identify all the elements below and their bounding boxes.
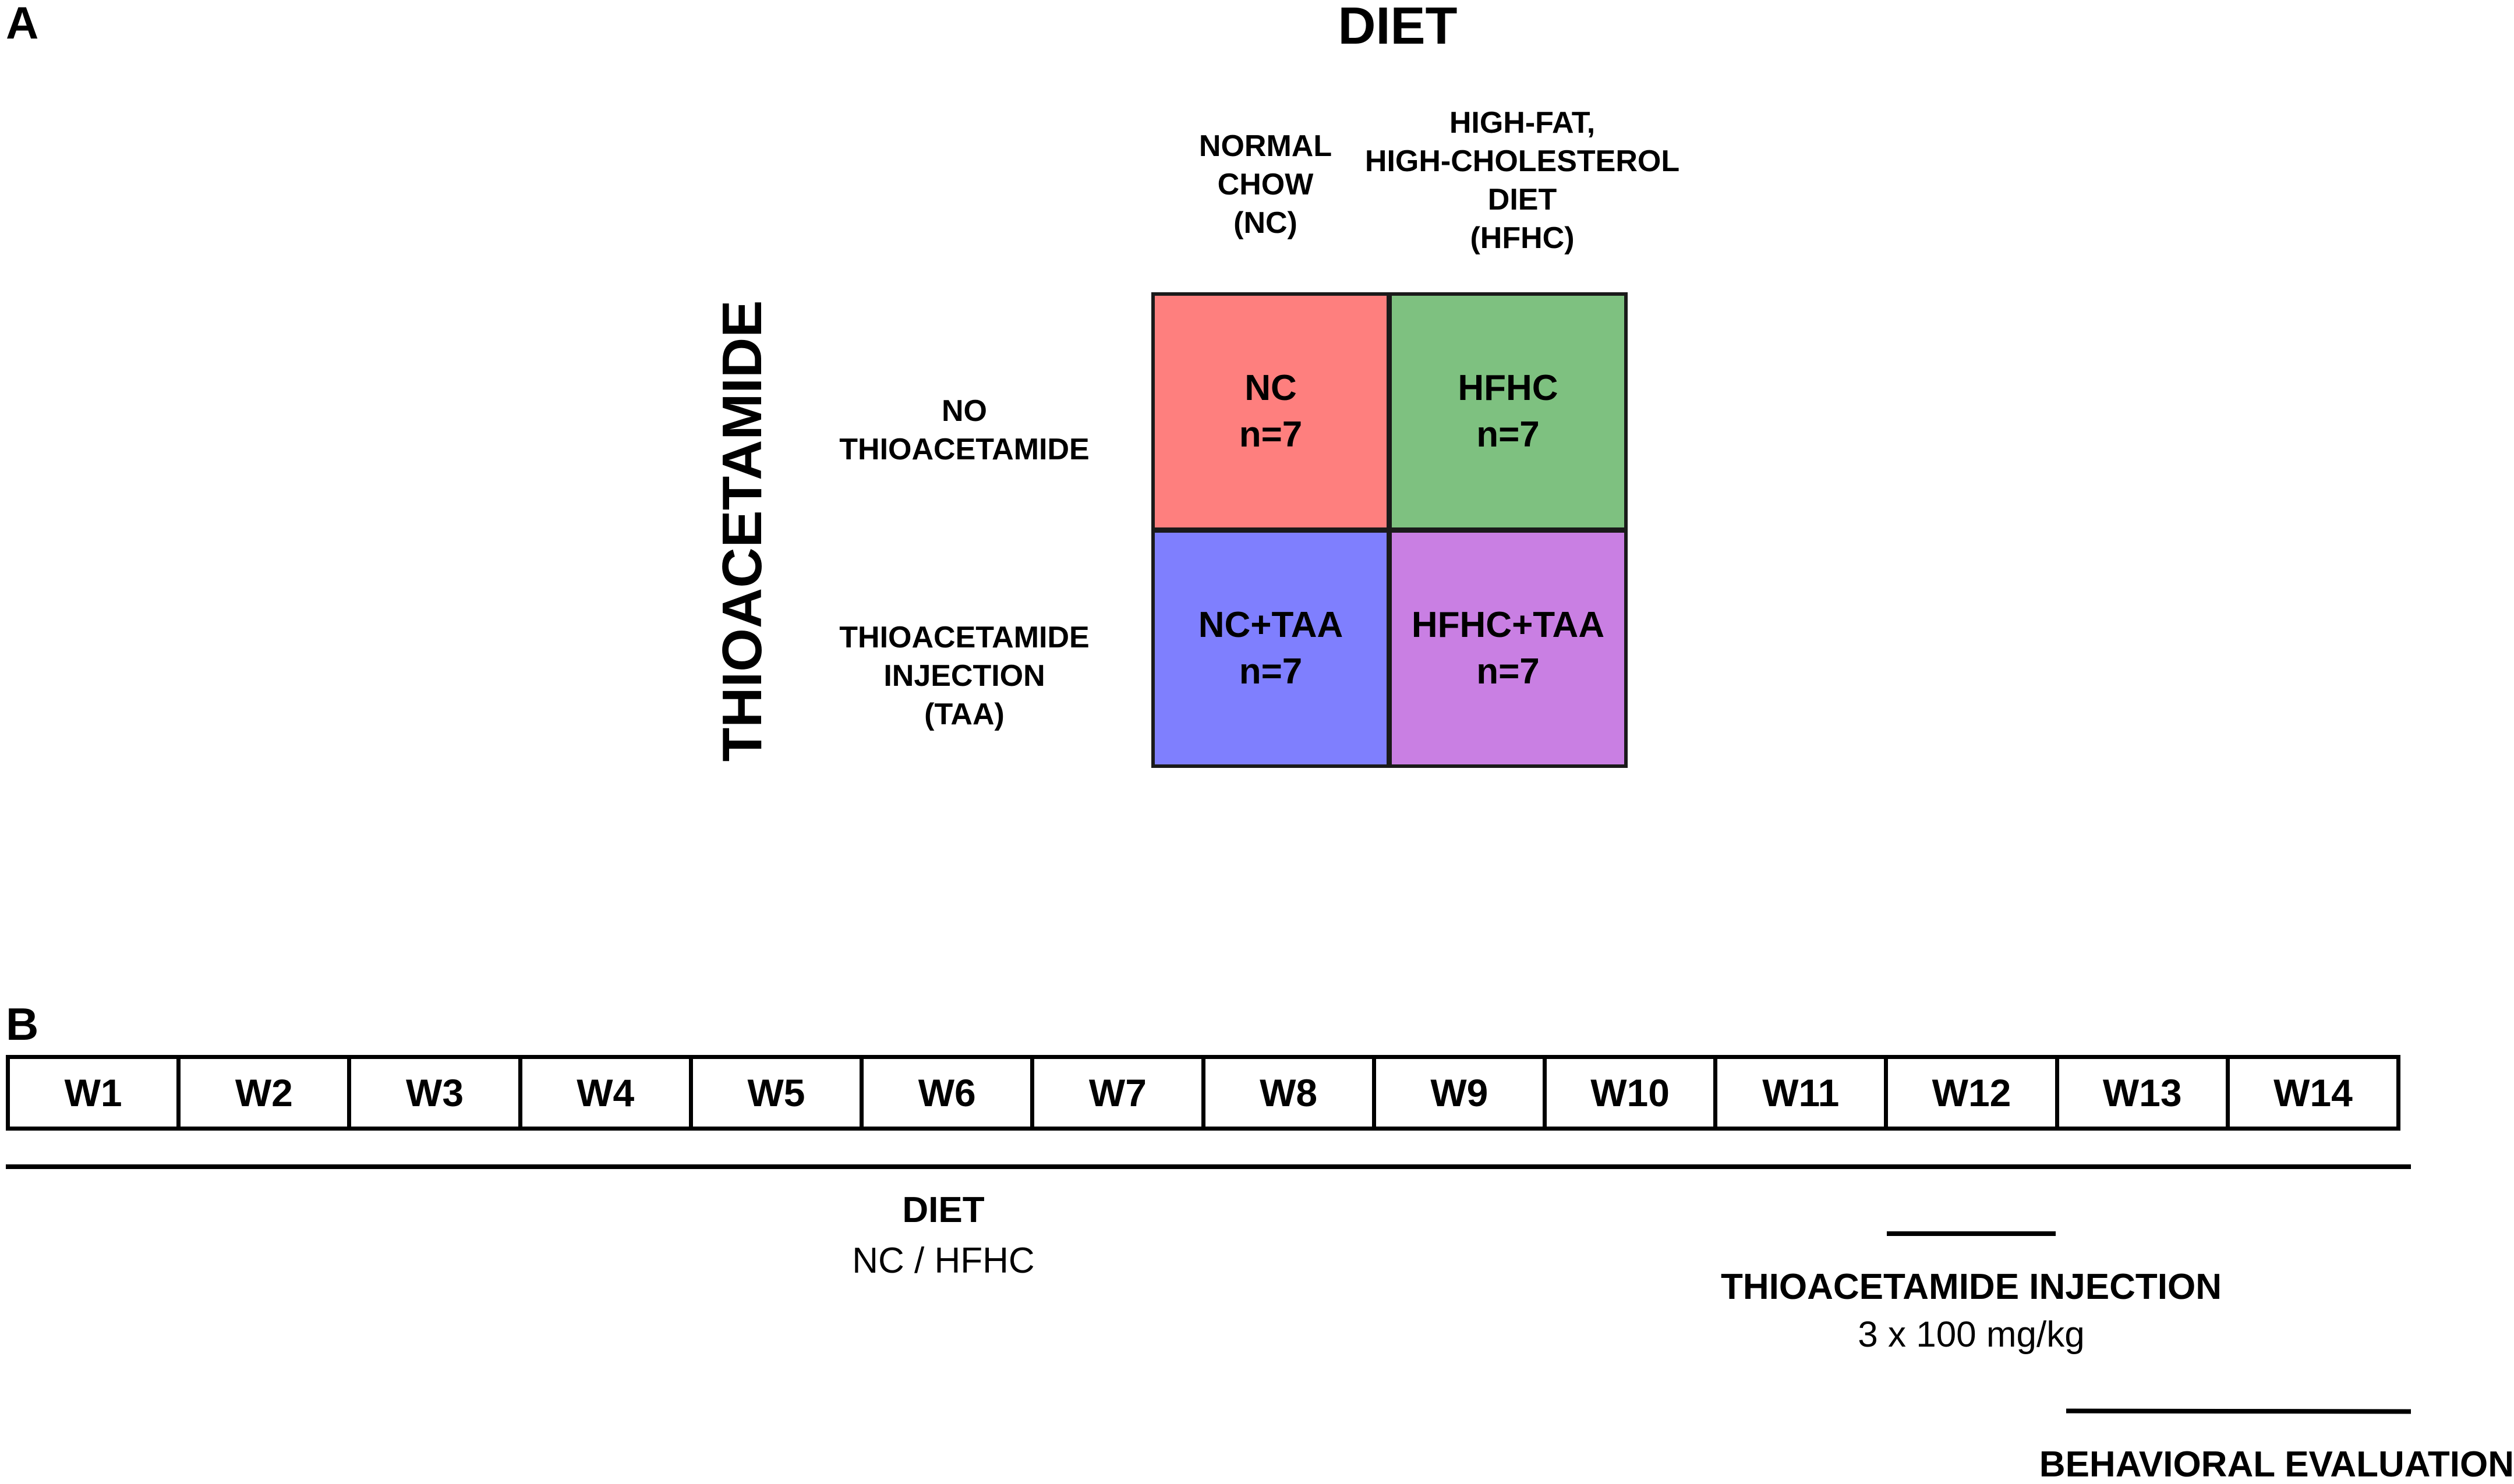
thioacetamide-heading-text: THIOACETAMIDE [711,300,773,762]
group-count: n=7 [1239,415,1303,455]
column-header-line: HIGH-FAT, [1449,106,1596,140]
group-name: HFHC+TAA [1411,605,1605,645]
week-cell: W2 [181,1059,352,1127]
week-cell: W10 [1547,1059,1718,1127]
panel-a-label: A [6,0,39,48]
column-header-line: CHOW [1217,168,1314,201]
column-header-hfhc: HIGH-FAT, HIGH-CHOLESTEROL DIET (HFHC) [1324,104,1720,257]
column-header-line: NORMAL [1198,129,1332,163]
row-header-line: THIOACETAMIDE [839,621,1090,654]
row-header-line: (TAA) [924,697,1005,731]
diet-period-sublabel: NC / HFHC [852,1241,1035,1281]
week-cell: W14 [2273,1071,2353,1114]
group-name: NC [1244,368,1297,408]
group-name: HFHC [1458,368,1558,408]
week-cell: W7 [1034,1059,1205,1127]
week-cell: W8 [1205,1059,1376,1127]
diet-heading: DIET [1338,0,1458,55]
taa-period-line [1887,1231,2056,1236]
behavior-period-line [2066,1408,2412,1414]
week-cell: W3 [351,1059,522,1127]
taa-period-sublabel: 3 x 100 mg/kg [1858,1315,2085,1355]
group-name: NC+TAA [1198,605,1343,645]
week-cell: W5 [693,1059,864,1127]
group-count: n=7 [1239,651,1303,692]
row-header-line: INJECTION [883,659,1045,693]
row-header-taa: THIOACETAMIDE INJECTION (TAA) [790,618,1139,734]
week-cell: W9 [1376,1059,1547,1127]
week-cell: W1 [10,1059,181,1127]
week-cell: W6 [864,1059,1035,1127]
group-count: n=7 [1476,415,1540,455]
taa-period-label: THIOACETAMIDE INJECTION [1721,1267,2222,1307]
row-header-line: NO [942,394,987,428]
group-count: n=7 [1476,651,1540,692]
group-cell-nc: NC n=7 [1151,292,1390,531]
diet-period-line [6,1164,2411,1169]
column-header-line: DIET [1487,183,1557,217]
behavior-period-label: BEHAVIORAL EVALUATION [2039,1444,2514,1484]
row-header-no-taa: NO THIOACETAMIDE [790,392,1139,469]
group-cell-nc-taa: NC+TAA n=7 [1151,529,1390,768]
column-header-nc: NORMAL CHOW (NC) [1149,127,1382,242]
week-cell: W4 [522,1059,693,1127]
week-cell: W11 [1717,1059,1889,1127]
column-header-line: (NC) [1233,206,1297,240]
row-header-line: THIOACETAMIDE [839,433,1090,466]
column-header-line: HIGH-CHOLESTEROL [1364,144,1680,178]
panel-b-label: B [6,998,39,1050]
week-timeline: W1 W2 W3 W4 W5 W6 W7 W8 W9 W10 W11 W12 W… [6,1055,2400,1131]
diet-period-label: DIET [902,1190,985,1230]
week-cell: W12 [1888,1059,2059,1127]
group-cell-hfhc: HFHC n=7 [1388,292,1628,531]
column-header-line: (HFHC) [1470,221,1575,255]
group-cell-hfhc-taa: HFHC+TAA n=7 [1388,529,1628,768]
week-cell: W13 [2059,1059,2230,1127]
